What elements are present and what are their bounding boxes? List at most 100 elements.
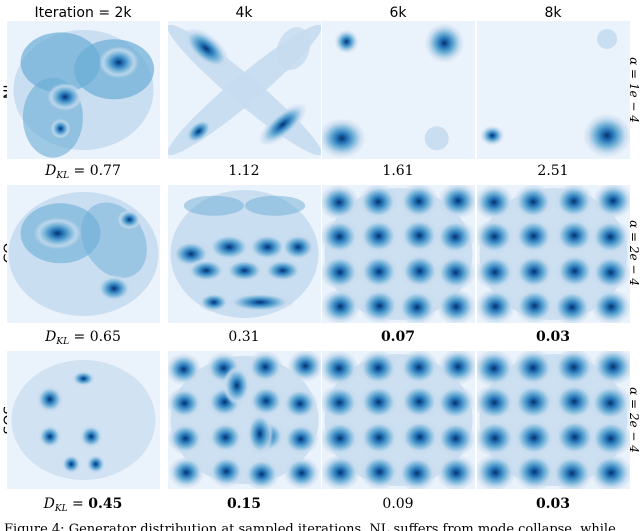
kl-label-r2-c0: DKL = 0.45	[43, 496, 123, 514]
density-blob	[592, 351, 630, 386]
column-label-3: 8k	[544, 5, 562, 21]
density-blob	[184, 118, 213, 145]
alpha-label-sos: α = 2e − 4	[627, 387, 640, 453]
density-blob	[71, 370, 96, 387]
density-blob	[553, 382, 596, 421]
density-blob	[435, 254, 475, 291]
density-blob	[322, 384, 360, 421]
density-wash	[324, 354, 473, 486]
density-blob	[225, 292, 294, 313]
density-blob	[513, 218, 554, 255]
density-wash	[479, 188, 628, 320]
density-blob	[512, 351, 555, 387]
density-blob	[590, 453, 630, 489]
density-blob	[322, 351, 359, 387]
density-panel-r2-c2	[322, 351, 475, 489]
density-blob	[168, 386, 203, 420]
density-blob	[168, 456, 205, 489]
density-blob	[513, 185, 554, 220]
density-blob	[552, 351, 595, 387]
density-blob	[513, 418, 556, 457]
density-blob	[359, 253, 400, 290]
column-label-1: 4k	[235, 5, 253, 21]
kl-equals: =	[69, 329, 90, 345]
density-wash	[324, 188, 473, 320]
density-blob	[79, 424, 104, 449]
density-blob	[477, 185, 514, 221]
density-wash	[479, 354, 628, 486]
kl-subscript: KL	[54, 504, 68, 514]
density-blob	[553, 185, 594, 220]
density-panels	[7, 21, 630, 489]
density-wash	[424, 126, 449, 151]
density-wash	[597, 28, 618, 49]
kl-value: 0.45	[88, 496, 122, 512]
density-blob	[334, 29, 359, 54]
density-blob	[168, 422, 204, 455]
density-panel-r2-c1	[168, 351, 321, 489]
kl-subscript: KL	[55, 337, 69, 347]
density-panel-r2-c0	[7, 351, 160, 489]
kl-label-r0-c1: 1.12	[228, 163, 259, 179]
density-blob	[96, 274, 133, 303]
density-blob	[85, 454, 106, 475]
density-blob	[283, 456, 320, 489]
density-blob	[399, 383, 440, 420]
kl-equals: =	[69, 163, 90, 179]
density-blob	[322, 118, 366, 159]
density-blob	[47, 82, 84, 111]
density-blob	[182, 27, 230, 70]
density-blob	[359, 287, 400, 323]
density-blob	[435, 218, 475, 255]
density-blob	[35, 385, 64, 414]
density-blob	[477, 351, 515, 388]
density-wash	[245, 195, 306, 216]
density-panel-r1-c2	[322, 185, 475, 323]
density-blob	[359, 419, 400, 456]
kl-prefix: D	[43, 496, 55, 512]
density-blob	[168, 353, 202, 386]
density-blob	[37, 424, 62, 449]
density-wash	[183, 195, 244, 216]
density-blob	[593, 185, 630, 219]
density-blob	[243, 457, 280, 489]
density-blob	[424, 23, 465, 64]
density-blob	[208, 455, 245, 488]
kl-label-r2-c2: 0.09	[382, 496, 413, 512]
column-label-0: Iteration = 2k	[34, 5, 132, 21]
density-blob	[512, 383, 555, 421]
density-blob	[399, 253, 440, 290]
density-blob	[247, 233, 288, 262]
density-panel-r0-c0	[7, 21, 160, 159]
density-panel-r0-c3	[477, 21, 630, 159]
density-panel-r1-c3	[477, 185, 630, 323]
kl-subscript: KL	[55, 171, 69, 181]
kl-prefix: D	[44, 163, 56, 179]
density-blob	[248, 384, 285, 418]
density-blob	[398, 185, 439, 220]
density-panel-r0-c1	[168, 21, 321, 159]
density-blob	[282, 422, 319, 456]
density-blob	[590, 218, 630, 255]
kl-label-r0-c2: 1.61	[382, 163, 413, 179]
density-blob	[554, 217, 595, 254]
density-blob	[322, 420, 360, 457]
density-blob	[117, 209, 142, 230]
figure-caption: Figure 4: Generator distribution at samp…	[4, 522, 616, 531]
density-blob	[245, 411, 274, 456]
density-blob	[480, 125, 505, 146]
density-blob	[591, 288, 630, 323]
density-blob	[358, 218, 399, 255]
density-blob	[435, 420, 475, 457]
density-blob	[33, 217, 82, 250]
density-wash	[276, 27, 311, 70]
density-blob	[322, 288, 361, 323]
density-blob	[477, 383, 516, 422]
density-panel-r1-c1	[168, 185, 321, 323]
density-blob	[552, 289, 593, 323]
density-blob	[281, 387, 318, 420]
density-blob	[224, 258, 265, 283]
kl-value: 0.65	[90, 329, 121, 345]
column-label-2: 6k	[389, 5, 407, 21]
density-blob	[358, 384, 399, 421]
